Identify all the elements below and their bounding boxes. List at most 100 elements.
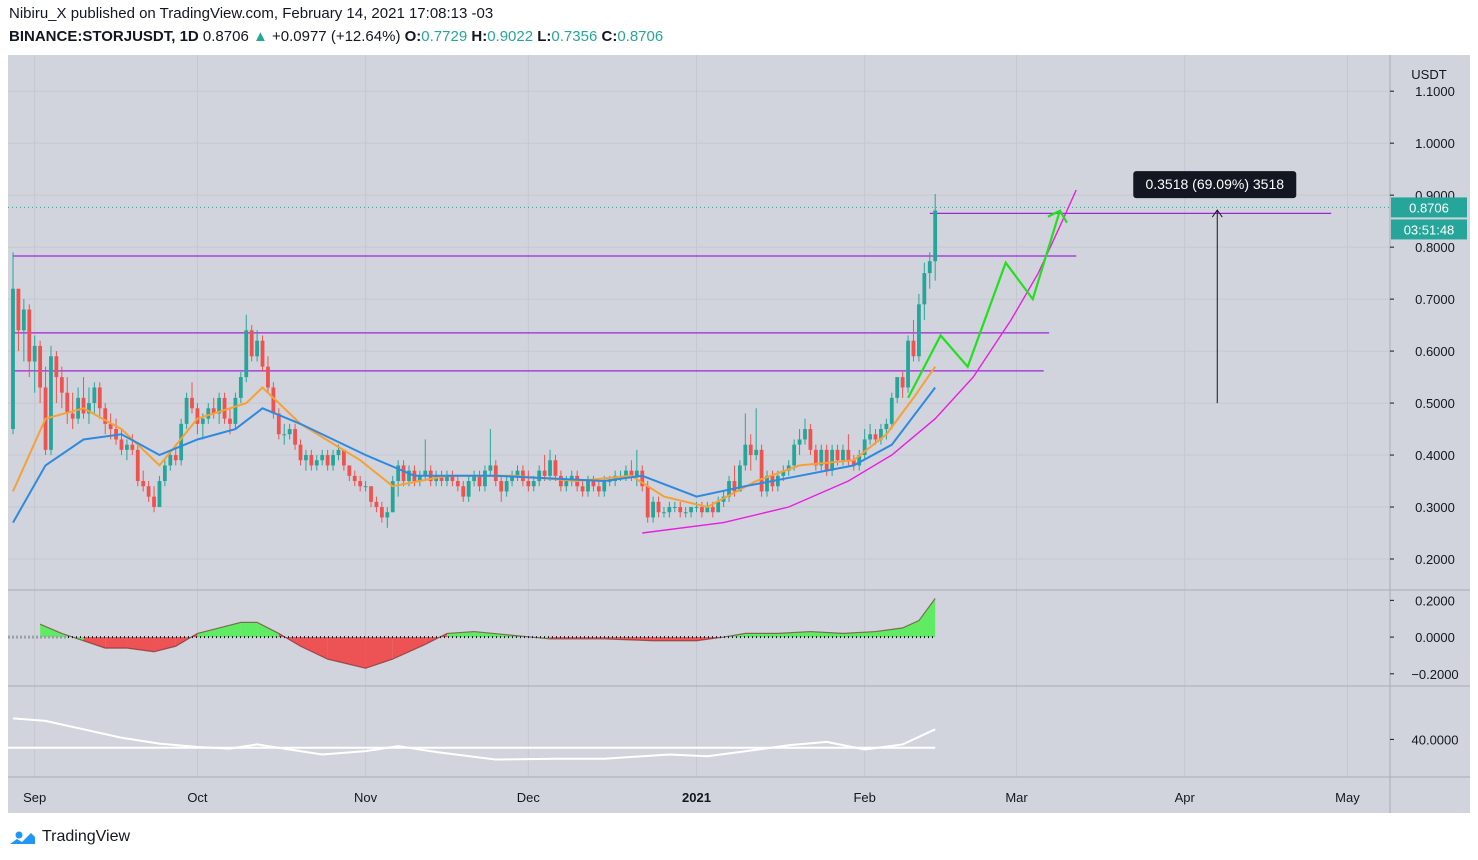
candle-body-down (748, 444, 753, 456)
ema-slow-line (12, 386, 936, 524)
candle-body-up (651, 501, 656, 518)
time-tick-label: Apr (1175, 790, 1196, 805)
candle-body-down (108, 423, 113, 430)
candle-body-down (732, 481, 737, 492)
low-label: L: (537, 28, 552, 45)
candle-body-up (417, 475, 422, 482)
candle-body-up (819, 449, 824, 466)
oscillator-positive-area (40, 624, 62, 638)
projection-zigzag (907, 210, 1061, 399)
candle-body-up (390, 481, 395, 513)
candle-body-down (379, 507, 384, 518)
candle-body-down (656, 501, 661, 513)
candle-body-down (173, 455, 178, 461)
candle-body-down (629, 470, 634, 476)
price-range-measure: 0.3518 (69.09%) 3518 (1133, 171, 1297, 404)
last-price-badge-text: 0.8706 (1409, 200, 1449, 215)
candle-body-down (553, 460, 558, 476)
candle-body-up (244, 330, 249, 378)
footer: TradingView (8, 826, 130, 848)
high-label: H: (471, 28, 488, 45)
candle-body-up (667, 507, 672, 513)
oscillator-positive-area (219, 622, 241, 638)
candle-body-down (461, 486, 466, 497)
candle-body-down (103, 408, 108, 424)
oscillator-negative-area (105, 637, 127, 649)
price-tick-label: 1.0000 (1415, 136, 1455, 151)
candle-body-down (700, 507, 704, 513)
oscillator-positive-area (61, 633, 84, 641)
candle-body-up (889, 397, 894, 424)
candle-body-up (683, 512, 688, 514)
measure-label-box (1133, 171, 1297, 199)
lower-indicator-line (12, 717, 936, 761)
candle-body-up (407, 470, 411, 482)
oscillator-positive-area (240, 622, 258, 638)
candle-body-down (190, 397, 194, 409)
candle-body-up (786, 465, 791, 471)
candle-body-down (141, 481, 146, 487)
candle-body-down (325, 455, 330, 466)
chart-background (8, 55, 1470, 813)
price-chart[interactable]: 0.3518 (69.09%) 3518 USDT1.10001.00000.9… (8, 55, 1470, 813)
candle-body-up (11, 288, 15, 430)
candle-body-down (130, 444, 135, 450)
time-tick-label: Nov (354, 790, 378, 805)
oscillator-tick-label: −0.2000 (1411, 667, 1458, 682)
candle-body-down (813, 449, 818, 466)
candle-body-up (21, 309, 26, 331)
oscillator-negative-area (83, 637, 106, 649)
candle-body-up (765, 475, 769, 492)
candle-body-up (162, 465, 167, 482)
last-price: 0.8706 (202, 28, 249, 45)
candle-body-down (645, 486, 650, 518)
candle-body-up (857, 455, 862, 466)
candle-body-up (287, 429, 292, 435)
candle-body-up (781, 470, 786, 476)
oscillator-positive-area (257, 622, 279, 638)
candle-body-up (792, 444, 797, 466)
time-tick-label: Dec (517, 790, 541, 805)
candle-body-down (591, 481, 596, 487)
candle-body-down (146, 486, 151, 497)
price-axis-unit: USDT (1411, 67, 1446, 82)
oscillator-positive-area (918, 598, 936, 638)
candle-body-up (363, 486, 368, 488)
candle-body-down (97, 387, 102, 409)
candle-body-up (862, 439, 867, 456)
candle-body-up (423, 470, 428, 476)
candle-body-up (504, 481, 509, 492)
candle-body-down (526, 481, 531, 487)
close-label: C: (601, 28, 618, 45)
candle-body-up (797, 439, 802, 445)
candle-body-down (439, 475, 444, 482)
countdown-badge-text: 03:51:48 (1404, 222, 1455, 237)
candle-body-up (613, 475, 618, 482)
price-axis[interactable]: USDT1.10001.00000.90000.80000.70000.6000… (1390, 67, 1459, 747)
candle-body-up (87, 403, 91, 414)
candle-body-up (76, 397, 80, 419)
oscillator-negative-area (175, 633, 198, 647)
time-tick-label: Mar (1005, 790, 1028, 805)
price-tick-label: 0.6000 (1415, 344, 1455, 359)
candle-body-up (927, 261, 932, 274)
candle-body-up (488, 465, 493, 471)
candle-body-down (16, 288, 21, 331)
candle-body-down (195, 408, 200, 424)
candle-body-down (119, 439, 124, 450)
candle-body-up (803, 429, 807, 440)
candle-body-up (548, 460, 552, 476)
time-tick-label: 2021 (682, 790, 711, 805)
candle-body-up (879, 429, 883, 440)
candle-body-down (808, 429, 813, 450)
oscillator-tick-label: 0.2000 (1415, 593, 1455, 608)
grid-lines (8, 55, 1390, 777)
candle-body-down (228, 418, 232, 424)
price-tick-label: 1.1000 (1415, 84, 1455, 99)
moving-averages (12, 366, 937, 524)
time-axis[interactable]: Sep Oct Nov Dec 2021 Feb Mar Apr May (23, 790, 1360, 805)
candle-body-down (835, 449, 840, 461)
candle-body-down (873, 434, 878, 440)
candle-body-down (309, 455, 314, 466)
candle-body-down (493, 465, 498, 482)
